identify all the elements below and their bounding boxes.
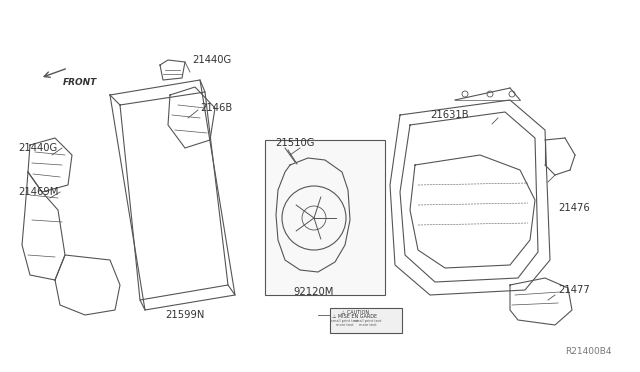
Text: 21510G: 21510G (275, 138, 314, 148)
Text: 21599N: 21599N (165, 310, 204, 320)
Text: R21400B4: R21400B4 (565, 347, 611, 356)
Bar (330, 308, 402, 333)
Bar (265, 140, 385, 295)
Circle shape (487, 91, 493, 97)
Text: more text: more text (336, 323, 354, 327)
Circle shape (509, 91, 515, 97)
Text: 21476: 21476 (558, 203, 589, 213)
Text: more text: more text (359, 323, 377, 327)
Text: 21477: 21477 (558, 285, 589, 295)
Text: 21440G: 21440G (18, 143, 57, 153)
Circle shape (462, 91, 468, 97)
Text: ⚠ MISE EN GARDE: ⚠ MISE EN GARDE (332, 314, 378, 319)
Text: 2146B: 2146B (200, 103, 232, 113)
Text: 21631B: 21631B (430, 110, 468, 120)
Text: ⚠ CAUTION: ⚠ CAUTION (341, 310, 369, 315)
Text: FRONT: FRONT (63, 77, 97, 87)
Text: small print text: small print text (355, 319, 381, 323)
Text: 21440G: 21440G (192, 55, 231, 65)
Text: small print text: small print text (332, 319, 359, 323)
Text: 92120M: 92120M (293, 287, 333, 297)
Text: 21469M: 21469M (18, 187, 58, 197)
